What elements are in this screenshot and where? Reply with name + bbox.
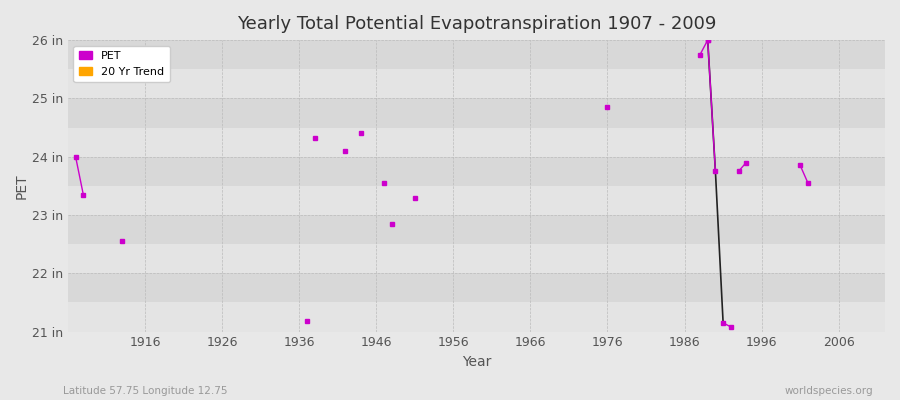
Bar	[68, 128, 885, 157]
Text: worldspecies.org: worldspecies.org	[785, 386, 873, 396]
Bar	[68, 98, 885, 128]
Bar	[68, 215, 885, 244]
Bar	[68, 244, 885, 273]
X-axis label: Year: Year	[462, 355, 491, 369]
Bar	[68, 69, 885, 98]
Bar	[68, 186, 885, 215]
Legend: PET, 20 Yr Trend: PET, 20 Yr Trend	[74, 46, 170, 82]
Bar	[68, 302, 885, 332]
Bar	[68, 273, 885, 302]
Bar	[68, 40, 885, 69]
Text: Latitude 57.75 Longitude 12.75: Latitude 57.75 Longitude 12.75	[63, 386, 228, 396]
Title: Yearly Total Potential Evapotranspiration 1907 - 2009: Yearly Total Potential Evapotranspiratio…	[237, 15, 716, 33]
Y-axis label: PET: PET	[15, 173, 29, 199]
Bar	[68, 157, 885, 186]
